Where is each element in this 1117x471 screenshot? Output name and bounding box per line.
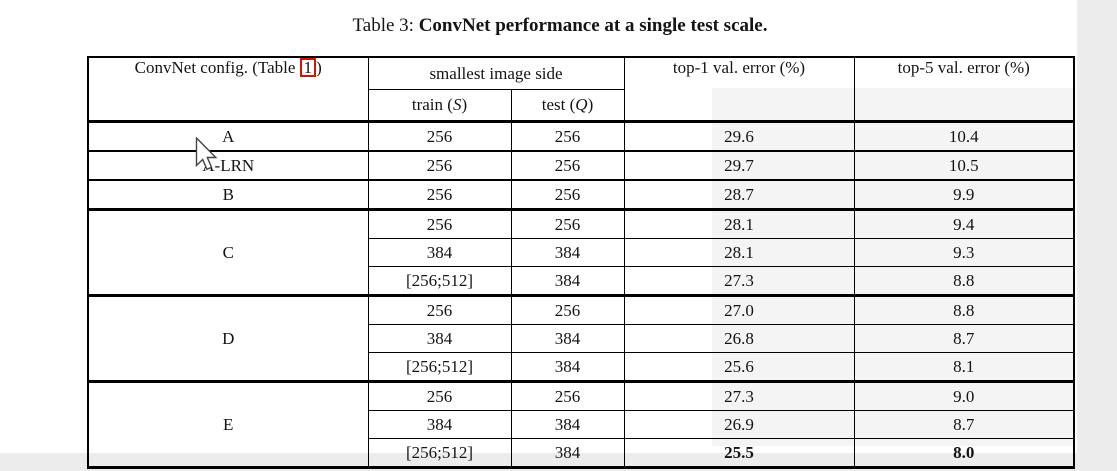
train-cell: 256: [367, 208, 512, 239]
top1-cell: 28.7: [623, 179, 855, 210]
test-cell: 384: [510, 324, 625, 353]
header-row-2: train (S) test (Q): [88, 89, 1074, 122]
top5-cell: 10.5: [853, 150, 1075, 181]
train-close: ): [461, 95, 468, 114]
table-caption-prefix: Table 3:: [352, 15, 419, 36]
top5-cell: 8.1: [853, 352, 1075, 382]
top1-cell: 26.8: [623, 324, 855, 353]
top5-cell: 9.3: [853, 238, 1075, 267]
top1-cell: 27.3: [623, 380, 855, 411]
table-row: C 256 256 28.1 9.4: [87, 208, 1075, 296]
train-cell: [256;512]: [367, 352, 512, 382]
table-row: A 256 256 29.6 10.4: [87, 120, 1075, 152]
table-row: 384 384 26.8 8.7: [88, 324, 1075, 353]
top5-cell-best: 8.0: [853, 438, 1075, 468]
config-header-text: ConvNet config. (Table: [134, 58, 300, 77]
test-close: ): [587, 95, 594, 114]
train-cell: 384: [367, 238, 512, 267]
config-cell: C: [87, 208, 369, 296]
top1-cell: 27.3: [623, 266, 855, 296]
config-cell: A: [87, 120, 369, 152]
header-row-1: ConvNet config. (Table 1) smallest image…: [87, 56, 1075, 122]
test-cell: 384: [510, 238, 625, 267]
train-cell: 256: [367, 294, 512, 325]
table-caption-title: ConvNet performance at a single test sca…: [418, 15, 768, 36]
top1-cell: 27.0: [623, 294, 855, 325]
top5-cell: 9.4: [853, 208, 1075, 239]
top1-cell: 29.6: [623, 120, 855, 152]
config-cell: D: [87, 294, 369, 382]
train-cell: 256: [367, 380, 512, 411]
col-header-convnet-config: ConvNet config. (Table 1): [87, 56, 369, 122]
top5-cell: 10.4: [853, 120, 1075, 152]
train-cell: 256: [367, 179, 512, 210]
table-row: [256;512] 384 25.6 8.1: [88, 352, 1075, 382]
test-cell: 256: [510, 294, 625, 325]
train-cell: 384: [367, 324, 512, 353]
top1-cell: 28.1: [623, 238, 855, 267]
right-margin: [1077, 0, 1117, 471]
config-cell: E: [87, 380, 369, 468]
train-cell: 256: [367, 120, 512, 152]
test-cell: 384: [510, 352, 625, 382]
col-header-test-q: test (Q): [510, 89, 625, 122]
test-cell: 256: [510, 208, 625, 239]
test-cell: 384: [510, 266, 625, 296]
top5-cell: 8.7: [853, 410, 1075, 439]
top5-cell: 8.8: [853, 294, 1075, 325]
test-cell: 256: [510, 120, 625, 152]
top5-cell: 9.9: [853, 179, 1075, 210]
test-cell: 256: [510, 380, 625, 411]
test-label: test (: [541, 95, 576, 114]
col-header-train-s: train (S): [367, 89, 512, 122]
table-row: A-LRN 256 256 29.7 10.5: [87, 150, 1075, 181]
train-label: train (: [411, 95, 453, 114]
config-header-close: ): [316, 58, 322, 77]
table-row: 384 384 28.1 9.3: [88, 238, 1075, 267]
train-cell: 384: [367, 410, 512, 439]
config-cell: B: [87, 179, 369, 210]
train-cell: [256;512]: [367, 438, 512, 468]
col-header-smallest-image-side: smallest image side: [367, 56, 625, 90]
config-cell: A-LRN: [87, 150, 369, 181]
train-cell: [256;512]: [367, 266, 512, 296]
train-var-s: S: [452, 95, 462, 114]
top5-cell: 9.0: [853, 380, 1075, 411]
table-row: [256;512] 384 27.3 8.8: [88, 266, 1075, 296]
test-cell: 384: [510, 438, 625, 468]
table-row: B 256 256 28.7 9.9: [87, 179, 1075, 210]
test-cell: 256: [510, 150, 625, 181]
table-caption: Table 3: ConvNet performance at a single…: [80, 15, 1040, 37]
table-1-reference-link[interactable]: 1: [299, 58, 317, 77]
col-header-top5-error: top-5 val. error (%): [853, 56, 1075, 122]
results-table: ConvNet config. (Table 1) smallest image…: [87, 56, 1076, 469]
test-var-q: Q: [575, 95, 588, 114]
top5-cell: 8.8: [853, 266, 1075, 296]
train-cell: 256: [367, 150, 512, 181]
table-row: E 256 256 27.3 9.0: [87, 380, 1075, 468]
top1-cell: 29.7: [623, 150, 855, 181]
top5-cell: 8.7: [853, 324, 1075, 353]
top1-cell-best: 25.5: [623, 438, 855, 468]
top1-cell: 26.9: [623, 410, 855, 439]
top1-cell: 25.6: [623, 352, 855, 382]
table-row: D 256 256 27.0 8.8: [87, 294, 1075, 382]
test-cell: 384: [510, 410, 625, 439]
col-header-top1-error: top-1 val. error (%): [623, 56, 855, 122]
table-row: [256;512] 384 25.5 8.0: [88, 438, 1075, 468]
top1-cell: 28.1: [623, 208, 855, 239]
test-cell: 256: [510, 179, 625, 210]
